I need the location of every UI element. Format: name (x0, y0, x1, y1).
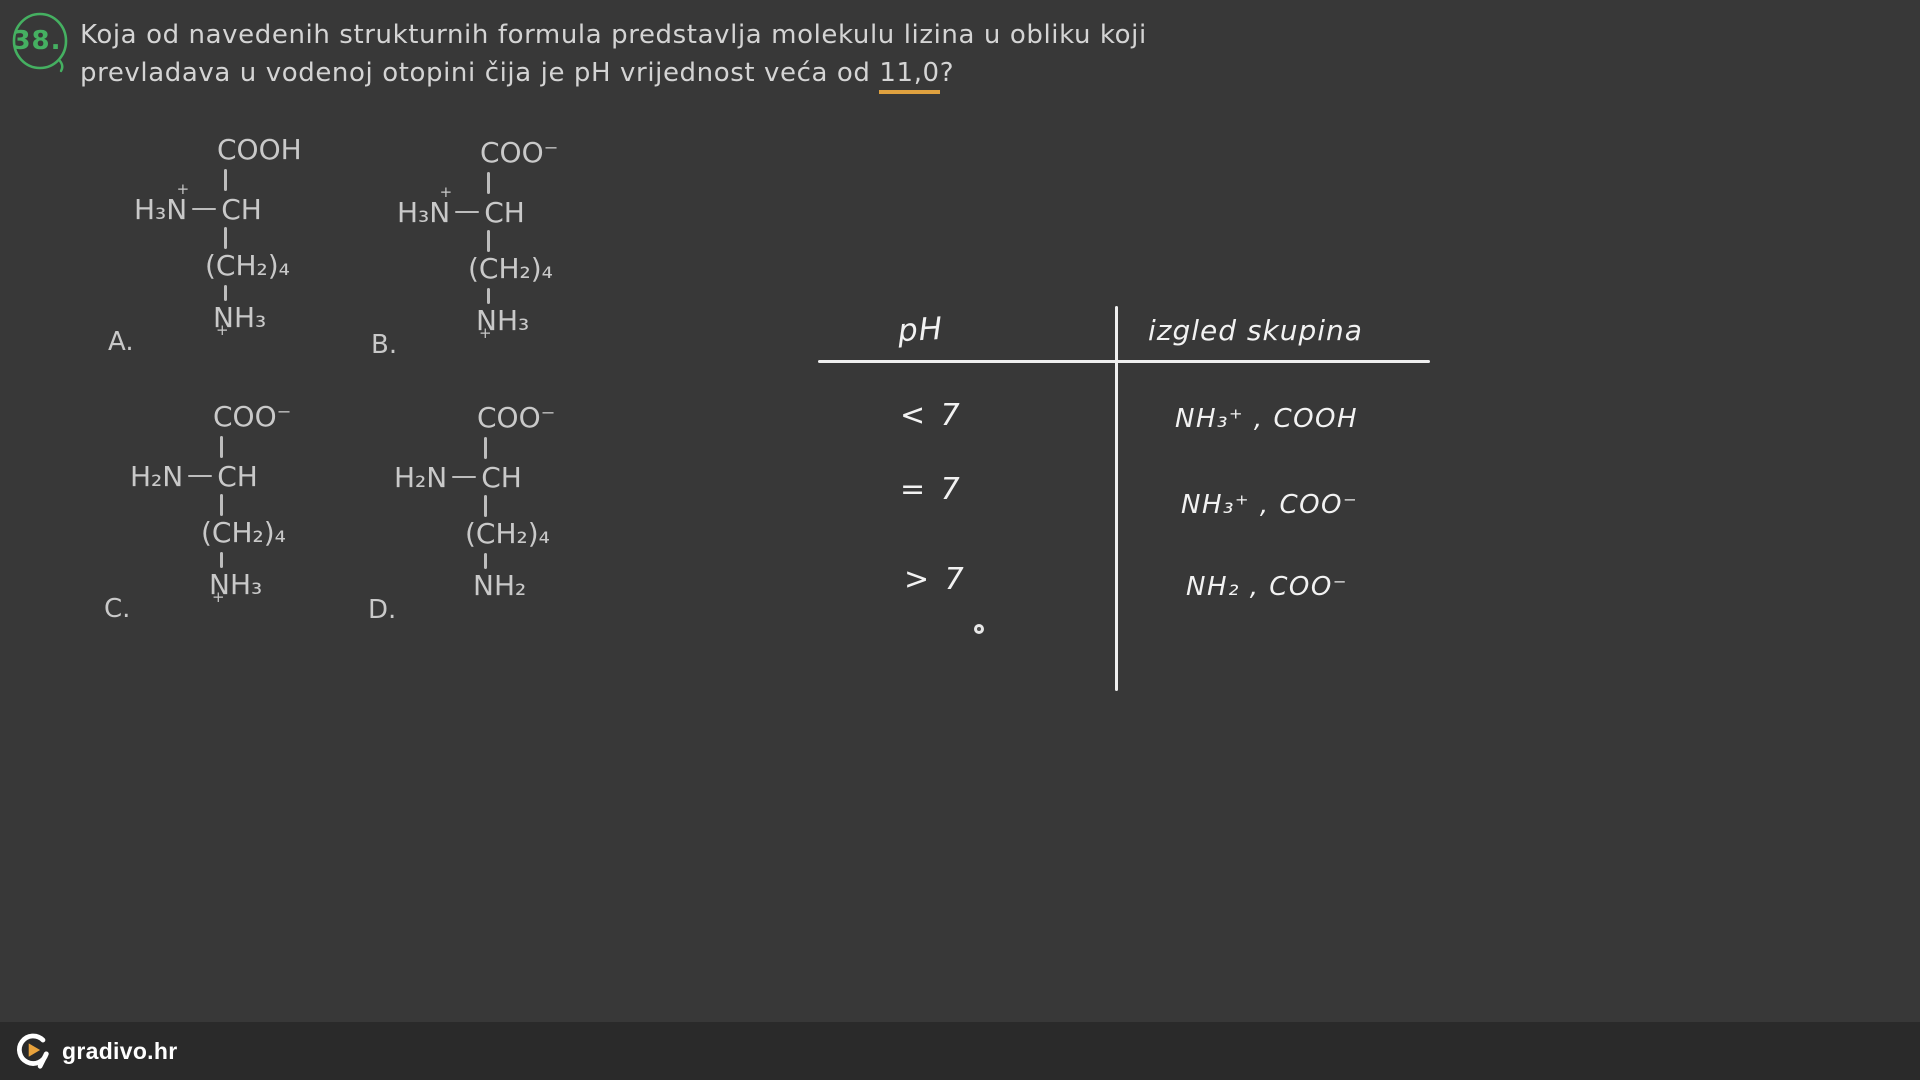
amino-tail-formula: NH₂ (473, 569, 527, 602)
carboxyl-group: COO⁻ (213, 400, 292, 433)
hand-drawn-circle-icon (12, 12, 68, 73)
amine-formula: H₂N (130, 459, 184, 493)
question-line-2-post: ? (939, 58, 955, 88)
bond-line (487, 288, 490, 304)
table-row-ph-lt7: < 7 (900, 398, 963, 433)
bond-dash (452, 475, 477, 479)
amino-tail-formula: NH₃ (209, 568, 263, 601)
carboxyl-group: COOH (217, 133, 302, 166)
table-row-groups-eq7: NH₃⁺ , COO⁻ (1181, 490, 1359, 520)
amine-group: H₃N + (397, 183, 452, 229)
bond-line (220, 436, 223, 458)
brand-logo: gradivo.hr (14, 1031, 177, 1071)
option-label-a: A. (108, 327, 134, 357)
question-line-1: Koja od navedenih strukturnih formula pr… (80, 20, 1147, 50)
alpha-carbon-row: H₃N + CH (397, 183, 603, 230)
amino-tail-row: NH₃ + (476, 304, 603, 342)
question-text: Koja od navedenih strukturnih formula pr… (80, 16, 1147, 94)
bond-dash (192, 207, 217, 211)
option-label-b: B. (371, 330, 398, 360)
amine-group: H₂N (394, 461, 447, 494)
amino-tail-formula: NH₃ (476, 304, 530, 337)
table-horizontal-line (818, 360, 1430, 363)
amino-tail-group: NH₃ + (213, 301, 267, 339)
question-line-2-pre: prevladava u vodenoj otopini čija je pH … (80, 58, 880, 88)
bond-dash (455, 210, 480, 214)
gradivo-play-g-icon (17, 1033, 49, 1069)
amino-tail-row: NH₃ + (209, 568, 336, 606)
brand-name: gradivo.hr (62, 1037, 178, 1064)
bond-line (224, 285, 227, 301)
bond-line (220, 552, 223, 568)
bond-line (484, 495, 487, 517)
ch-group: CH (221, 192, 262, 226)
chain-group: (CH₂)₄ (201, 516, 286, 549)
amino-tail-group: NH₃ + (476, 304, 530, 342)
structure-option-c: COO⁻ H₂N CH (CH₂)₄ NH₃ + C. (104, 400, 336, 624)
footer-bar: gradivo.hr (0, 1022, 1920, 1080)
bond-dash (188, 474, 213, 478)
question-number: 38. (12, 26, 62, 56)
table-header-groups: izgled skupina (1148, 314, 1363, 347)
bond-line (224, 227, 227, 249)
ch-group: CH (484, 195, 525, 229)
question-line-2: prevladava u vodenoj otopini čija je pH … (80, 54, 1147, 94)
question-number-badge: 38. (8, 6, 72, 73)
structure-option-a: COOH H₃N + CH (CH₂)₄ NH₃ + A. (108, 133, 340, 357)
bond-line (487, 230, 490, 252)
chain-group: (CH₂)₄ (205, 249, 290, 282)
amine-group: H₂N (130, 460, 183, 493)
table-row-ph-eq7: = 7 (900, 472, 963, 507)
bond-line (484, 437, 487, 459)
amino-tail-formula: NH₃ (213, 301, 267, 334)
amino-tail-charge: + (216, 321, 229, 339)
amino-tail-group: NH₂ (473, 569, 526, 603)
amine-formula: H₂N (394, 460, 448, 494)
amine-formula: H₃N (397, 195, 451, 229)
amine-group: H₃N + (134, 180, 189, 226)
bond-line (487, 172, 490, 194)
alpha-carbon-row: H₂N CH (394, 459, 600, 495)
amino-tail-row: NH₃ + (213, 301, 340, 339)
ch-group: CH (217, 459, 258, 493)
amino-tail-charge: + (212, 588, 225, 606)
carboxyl-group: COO⁻ (477, 401, 556, 434)
structure-option-b: COO⁻ H₃N + CH (CH₂)₄ NH₃ + B. (371, 136, 603, 360)
option-label-c: C. (104, 594, 131, 624)
chain-group: (CH₂)₄ (468, 252, 553, 285)
pen-cursor[interactable] (974, 624, 984, 634)
amine-formula: H₃N (134, 192, 188, 226)
chain-group: (CH₂)₄ (465, 517, 550, 550)
amine-charge: + (439, 182, 453, 201)
option-label-d: D. (368, 595, 397, 625)
alpha-carbon-row: H₂N CH (130, 458, 336, 494)
table-row-ph-gt7: > 7 (904, 562, 967, 597)
bond-line (220, 494, 223, 516)
underlined-ph-value: 11,0 (879, 58, 940, 94)
amine-charge: + (176, 179, 190, 198)
table-row-groups-lt7: NH₃⁺ , COOH (1175, 404, 1359, 434)
table-row-groups-gt7: NH₂ , COO⁻ (1186, 572, 1349, 602)
amino-tail-charge: + (479, 324, 492, 342)
ch-group: CH (481, 460, 522, 494)
bond-line (224, 169, 227, 191)
table-header-ph: pH (897, 310, 944, 350)
structure-option-d: COO⁻ H₂N CH (CH₂)₄ NH₂ D. (368, 401, 600, 625)
amino-tail-row: NH₂ (473, 569, 600, 605)
bond-line (484, 553, 487, 569)
table-vertical-line (1115, 306, 1118, 691)
amino-tail-group: NH₃ + (209, 568, 263, 606)
alpha-carbon-row: H₃N + CH (134, 180, 340, 227)
carboxyl-group: COO⁻ (480, 136, 559, 169)
